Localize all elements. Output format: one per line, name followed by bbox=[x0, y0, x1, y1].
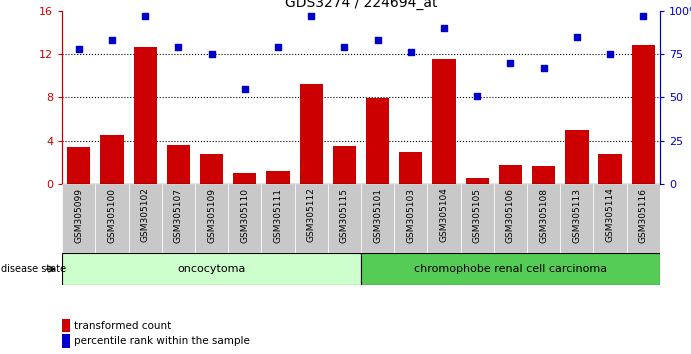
Point bbox=[505, 60, 516, 65]
Bar bbox=[200, 154, 223, 184]
Bar bbox=[598, 154, 622, 184]
Bar bbox=[261, 184, 294, 253]
Bar bbox=[167, 145, 190, 184]
Point bbox=[173, 44, 184, 50]
Bar bbox=[62, 184, 95, 253]
Text: GSM305109: GSM305109 bbox=[207, 188, 216, 242]
Bar bbox=[632, 45, 655, 184]
Bar bbox=[67, 147, 91, 184]
Point bbox=[472, 93, 483, 98]
Point bbox=[206, 51, 217, 57]
Text: GSM305111: GSM305111 bbox=[274, 188, 283, 242]
Bar bbox=[428, 184, 461, 253]
Bar bbox=[267, 171, 290, 184]
Text: GSM305108: GSM305108 bbox=[539, 188, 548, 242]
Text: GSM305106: GSM305106 bbox=[506, 188, 515, 242]
Bar bbox=[361, 253, 660, 285]
Point bbox=[439, 25, 450, 31]
Bar bbox=[399, 152, 422, 184]
Text: GSM305110: GSM305110 bbox=[240, 188, 249, 242]
Point bbox=[272, 44, 283, 50]
Bar bbox=[162, 184, 195, 253]
Bar bbox=[565, 130, 589, 184]
Bar bbox=[361, 184, 395, 253]
Text: GSM305100: GSM305100 bbox=[108, 188, 117, 242]
Point bbox=[538, 65, 549, 71]
Point bbox=[372, 37, 384, 43]
Text: GSM305099: GSM305099 bbox=[75, 188, 84, 242]
Text: chromophobe renal cell carcinoma: chromophobe renal cell carcinoma bbox=[414, 264, 607, 274]
Bar bbox=[228, 184, 261, 253]
Text: transformed count: transformed count bbox=[74, 321, 171, 331]
Bar bbox=[95, 184, 129, 253]
Point bbox=[605, 51, 616, 57]
Bar bbox=[62, 319, 70, 332]
Text: oncocytoma: oncocytoma bbox=[178, 264, 246, 274]
Bar bbox=[461, 184, 494, 253]
Point bbox=[638, 13, 649, 19]
Bar bbox=[560, 184, 594, 253]
Point bbox=[305, 13, 316, 19]
Bar bbox=[527, 184, 560, 253]
Bar bbox=[328, 184, 361, 253]
Point bbox=[339, 44, 350, 50]
Text: percentile rank within the sample: percentile rank within the sample bbox=[74, 336, 249, 346]
Text: GSM305116: GSM305116 bbox=[638, 188, 647, 242]
Bar bbox=[129, 184, 162, 253]
Text: GSM305107: GSM305107 bbox=[174, 188, 183, 242]
Bar bbox=[294, 184, 328, 253]
Bar bbox=[195, 184, 228, 253]
Bar bbox=[300, 84, 323, 184]
Point bbox=[73, 46, 84, 52]
Bar bbox=[133, 47, 157, 184]
Bar bbox=[100, 135, 124, 184]
Text: GSM305103: GSM305103 bbox=[406, 188, 415, 242]
Bar bbox=[233, 173, 256, 184]
Bar bbox=[433, 59, 455, 184]
Text: GSM305114: GSM305114 bbox=[605, 188, 614, 242]
Title: GDS3274 / 224694_at: GDS3274 / 224694_at bbox=[285, 0, 437, 10]
Bar bbox=[594, 184, 627, 253]
Text: GSM305105: GSM305105 bbox=[473, 188, 482, 242]
Point bbox=[106, 37, 117, 43]
Text: GSM305102: GSM305102 bbox=[141, 188, 150, 242]
Bar bbox=[532, 166, 556, 184]
Bar bbox=[395, 184, 428, 253]
Bar bbox=[62, 253, 361, 285]
Bar bbox=[499, 165, 522, 184]
Bar bbox=[466, 178, 489, 184]
Point bbox=[571, 34, 583, 40]
Point bbox=[239, 86, 250, 92]
Point bbox=[140, 13, 151, 19]
Bar bbox=[627, 184, 660, 253]
Text: GSM305115: GSM305115 bbox=[340, 188, 349, 242]
Bar bbox=[62, 334, 70, 348]
Text: GSM305113: GSM305113 bbox=[572, 188, 581, 242]
Bar bbox=[494, 184, 527, 253]
Text: GSM305104: GSM305104 bbox=[439, 188, 448, 242]
Point bbox=[406, 50, 417, 55]
Bar bbox=[366, 98, 389, 184]
Text: GSM305112: GSM305112 bbox=[307, 188, 316, 242]
Bar bbox=[333, 146, 356, 184]
Text: disease state: disease state bbox=[1, 264, 66, 274]
Text: GSM305101: GSM305101 bbox=[373, 188, 382, 242]
